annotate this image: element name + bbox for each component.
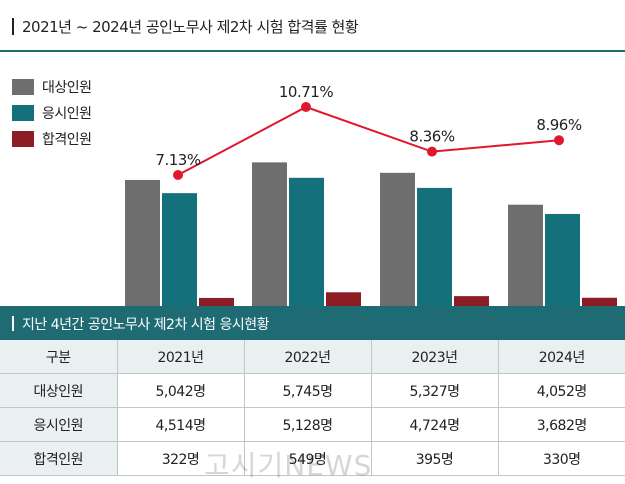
- bar-passers-2021년: [199, 297, 234, 306]
- table-row: 합격인원 322명 549명 395명 330명: [0, 441, 625, 476]
- pass-rate-line: [177, 105, 560, 176]
- legend-item-passers: 합격인원: [12, 126, 92, 152]
- legend-label: 응시인원: [42, 106, 92, 122]
- table-cell: 5,042명: [117, 373, 245, 408]
- bar-applicants-2022년: [289, 177, 324, 306]
- watermark: 고시기NEWS: [204, 449, 373, 482]
- table-header-cell: 2023년: [371, 340, 499, 374]
- bar-applicants-2023년: [417, 187, 452, 306]
- table-cell: 549명: [244, 441, 372, 476]
- legend-item-applicants: 응시인원: [12, 100, 92, 126]
- legend-swatch: [12, 79, 34, 95]
- table-title-marker: [12, 316, 14, 331]
- legend-item-target: 대상인원: [12, 74, 92, 100]
- row-label: 응시인원: [0, 407, 118, 442]
- chart-title: 2021년 ~ 2024년 공인노무사 제2차 시험 합격률 현황: [22, 18, 359, 36]
- header-rule: [0, 50, 625, 52]
- row-label: 합격인원: [0, 441, 118, 476]
- bar-target-2024년: [508, 204, 543, 306]
- bar-target-2021년: [125, 179, 160, 306]
- table-cell: 5,745명: [244, 373, 372, 408]
- data-table: 구분 2021년 2022년 2023년 2024년 대상인원 5,042명 5…: [0, 340, 625, 476]
- pass-rate-label-2023년: 8.36%: [409, 128, 454, 146]
- pass-rate-point-2023년: [427, 146, 437, 157]
- table-row: 응시인원 4,514명 5,128명 4,724명 3,682명: [0, 407, 625, 442]
- title-marker: [12, 18, 14, 35]
- bar-applicants-2021년: [162, 193, 197, 306]
- table-cell: 4,514명: [117, 407, 245, 442]
- table-cell: 322명: [117, 441, 245, 476]
- table-title: 지난 4년간 공인노무사 제2차 시험 응시현황: [22, 317, 270, 333]
- bar-target-2023년: [380, 172, 415, 306]
- table-row: 대상인원 5,042명 5,745명 5,327명 4,052명: [0, 373, 625, 408]
- bar-chart: 7.13% 10.71% 8.36% 8.96%: [125, 83, 617, 306]
- table-header-row: 구분 2021년 2022년 2023년 2024년: [0, 340, 625, 374]
- pass-rate-point-2022년: [301, 102, 311, 112]
- legend-swatch: [12, 131, 34, 147]
- bar-target-2022년: [252, 162, 287, 306]
- table-cell: 3,682명: [498, 407, 625, 442]
- table-cell: 5,327명: [371, 373, 499, 408]
- pass-rate-label-2021년: 7.13%: [155, 151, 200, 169]
- table-header-cell: 2024년: [498, 340, 625, 374]
- table-cell: 4,724명: [371, 407, 499, 442]
- table-cell: 395명: [371, 441, 499, 476]
- table-cell: 330명: [498, 441, 625, 476]
- table-header-cell: 2022년: [244, 340, 372, 374]
- row-label: 대상인원: [0, 373, 118, 408]
- table-cell: 4,052명: [498, 373, 625, 408]
- legend-label: 대상인원: [42, 80, 92, 96]
- legend: 대상인원 응시인원 합격인원: [12, 74, 92, 152]
- bar-passers-2022년: [326, 292, 361, 306]
- pass-rate-point-2024년: [554, 135, 564, 146]
- table-header-cell: 2021년: [117, 340, 245, 374]
- legend-swatch: [12, 105, 34, 121]
- bar-applicants-2024년: [545, 213, 580, 306]
- table-title-band: 지난 4년간 공인노무사 제2차 시험 응시현황: [0, 306, 625, 340]
- pass-rate-label-2022년: 10.71%: [279, 83, 333, 101]
- bar-passers-2024년: [582, 297, 617, 306]
- pass-rate-label-2024년: 8.96%: [536, 116, 581, 134]
- table-cell: 5,128명: [244, 407, 372, 442]
- legend-label: 합격인원: [42, 132, 92, 148]
- table-header-cell: 구분: [0, 340, 118, 374]
- bar-passers-2023년: [454, 296, 489, 306]
- chart-header: 2021년 ~ 2024년 공인노무사 제2차 시험 합격률 현황: [0, 0, 625, 54]
- pass-rate-point-2021년: [173, 170, 183, 180]
